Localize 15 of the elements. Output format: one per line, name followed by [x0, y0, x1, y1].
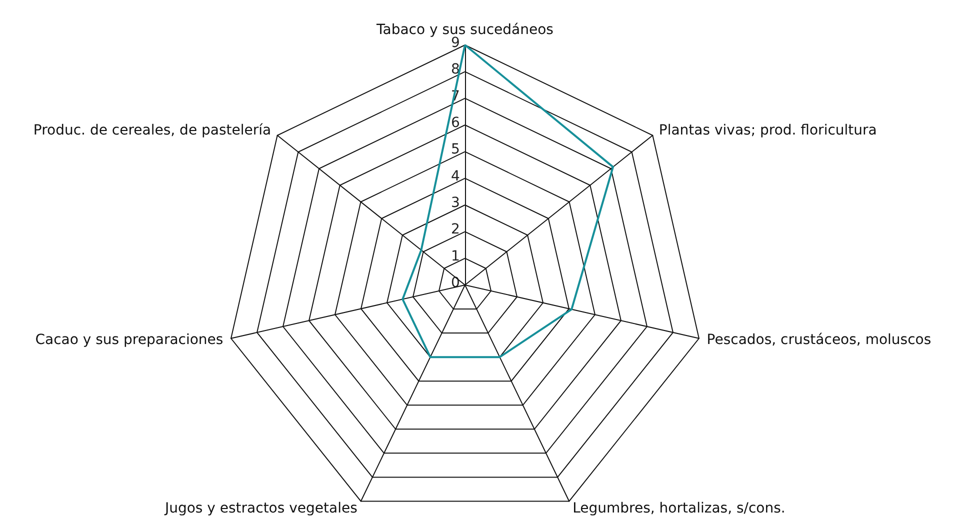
y-tick-label: 5 — [451, 142, 460, 158]
spoke-label: Cacao y sus preparaciones — [35, 332, 224, 348]
y-tick-label: 8 — [451, 62, 460, 78]
y-tick-label: 3 — [451, 195, 460, 211]
spoke-label: Jugos y estractos vegetales — [164, 500, 358, 516]
spoke-label: Tabaco y sus sucedáneos — [376, 22, 554, 38]
spoke-label: Plantas vivas; prod. floricultura — [658, 122, 877, 138]
y-tick-label: 2 — [451, 222, 460, 238]
y-tick-label: 9 — [451, 35, 460, 51]
y-tick-label: 6 — [451, 115, 460, 131]
y-tick-label: 1 — [451, 248, 460, 264]
spoke-label: Pescados, crustáceos, moluscos — [706, 332, 932, 348]
y-tick-label: 4 — [451, 168, 460, 184]
spoke-label: Legumbres, hortalizas, s/cons. — [572, 500, 786, 516]
spoke-label: Produc. de cereales, de pastelería — [33, 122, 272, 138]
